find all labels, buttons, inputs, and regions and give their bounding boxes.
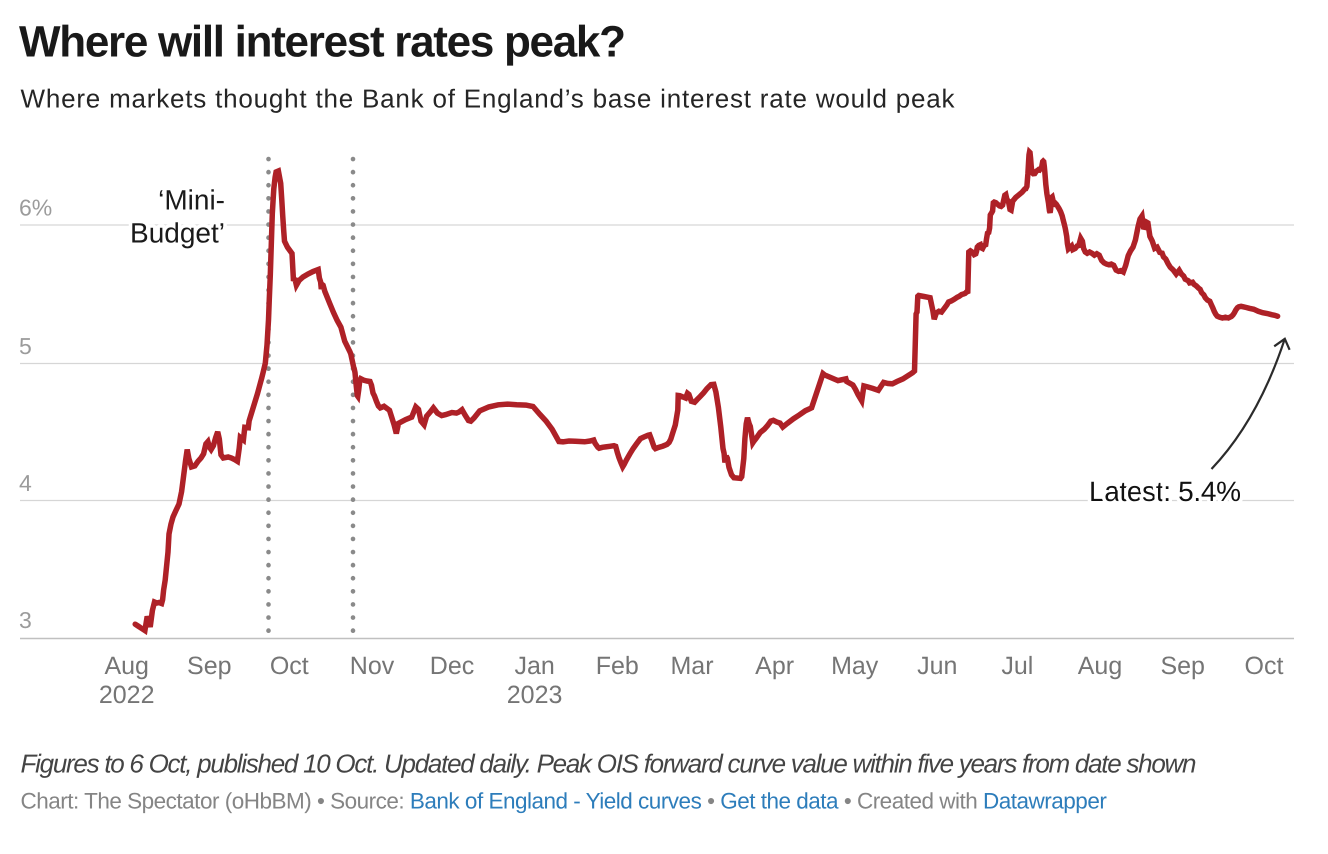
svg-text:Budget’: Budget’ bbox=[130, 218, 225, 249]
svg-text:Sep: Sep bbox=[187, 652, 231, 680]
svg-text:Sep: Sep bbox=[1160, 652, 1204, 680]
svg-text:Apr: Apr bbox=[755, 652, 794, 680]
svg-text:2022: 2022 bbox=[99, 681, 155, 709]
svg-text:Figures to 6 Oct, published 10: Figures to 6 Oct, published 10 Oct. Upda… bbox=[21, 749, 1197, 779]
svg-text:Latest: 5.4%: Latest: 5.4% bbox=[1089, 476, 1241, 507]
svg-text:3: 3 bbox=[19, 607, 32, 633]
svg-text:Nov: Nov bbox=[350, 652, 395, 680]
svg-text:Oct: Oct bbox=[270, 652, 309, 680]
svg-text:Jul: Jul bbox=[1001, 652, 1033, 680]
svg-text:‘Mini-: ‘Mini- bbox=[158, 185, 225, 216]
svg-text:Jan: Jan bbox=[514, 652, 554, 680]
svg-text:Chart: The Spectator (oHbBM) •: Chart: The Spectator (oHbBM) • Source: B… bbox=[21, 789, 1108, 814]
svg-text:Jun: Jun bbox=[917, 652, 957, 680]
svg-text:May: May bbox=[831, 652, 879, 680]
svg-text:Mar: Mar bbox=[670, 652, 713, 680]
svg-text:5: 5 bbox=[19, 333, 32, 359]
svg-text:Where will interest rates peak: Where will interest rates peak? bbox=[19, 18, 626, 67]
svg-text:Aug: Aug bbox=[104, 652, 148, 680]
svg-text:2023: 2023 bbox=[507, 681, 563, 709]
svg-text:Feb: Feb bbox=[596, 652, 639, 680]
svg-text:6%: 6% bbox=[19, 195, 52, 221]
svg-text:4: 4 bbox=[19, 470, 32, 496]
svg-text:Oct: Oct bbox=[1245, 652, 1284, 680]
svg-text:Where markets thought the Bank: Where markets thought the Bank of Englan… bbox=[21, 84, 956, 114]
svg-text:Aug: Aug bbox=[1078, 652, 1122, 680]
svg-text:Dec: Dec bbox=[430, 652, 474, 680]
